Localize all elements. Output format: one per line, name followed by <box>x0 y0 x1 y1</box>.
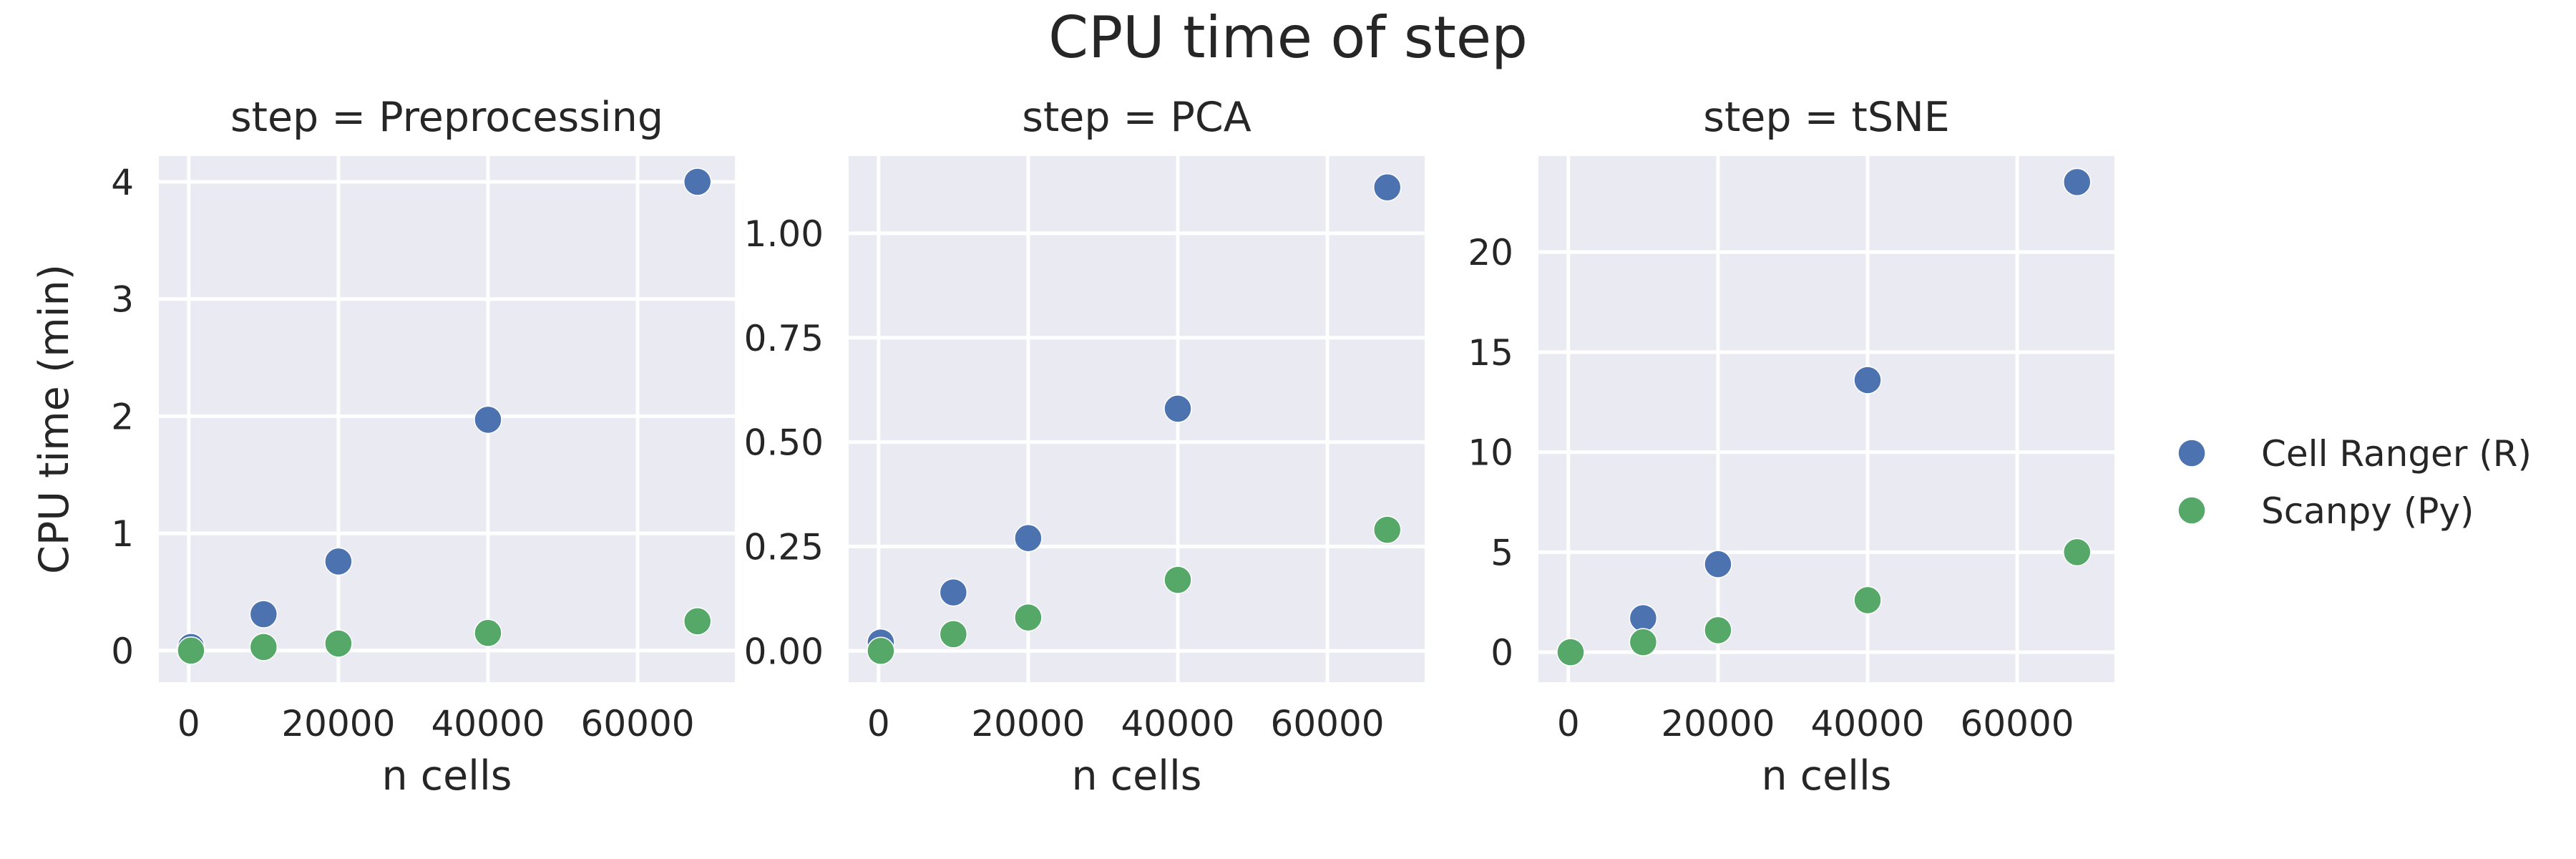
panel-tsne-x-tick-label: 40000 <box>1810 703 1924 744</box>
panel-tsne-x-tick-label: 60000 <box>1961 703 2074 744</box>
data-point <box>1014 603 1043 632</box>
panel-pca-y-tick-label: 0.25 <box>744 526 824 568</box>
panel-pca: 0 20000 40000 60000 0.00 0.25 0.50 0.75 1.00 step… <box>744 94 1425 800</box>
panel-tsne-y-tick-label: 15 <box>1468 332 1513 374</box>
panel-preprocessing-title: step = Preprocessing <box>230 94 663 141</box>
panel-preprocessing-background <box>159 156 735 682</box>
panel-pca-series-scanpy-py <box>867 515 1402 665</box>
panel-preprocessing-x-tick-label: 40000 <box>431 703 545 744</box>
legend-item-scanpy-py: Scanpy (Py) <box>2177 490 2474 532</box>
panel-tsne-series-scanpy-py <box>1556 538 2092 666</box>
data-point <box>1629 628 1658 656</box>
data-point <box>474 405 502 435</box>
data-point <box>1853 586 1882 615</box>
data-point <box>324 629 353 658</box>
legend-label: Cell Ranger (R) <box>2261 433 2532 475</box>
data-point <box>683 607 712 636</box>
panel-tsne-x-tick-label: 20000 <box>1661 703 1775 744</box>
panel-tsne-title: step = tSNE <box>1703 94 1949 141</box>
data-point <box>1853 366 1882 394</box>
panel-tsne-y-tick-label: 10 <box>1468 432 1513 474</box>
panel-tsne-y-tick-label: 0 <box>1491 632 1513 674</box>
data-point <box>1372 515 1402 544</box>
panel-tsne-background <box>1538 156 2114 682</box>
panel-preprocessing-y-tick-label: 4 <box>111 162 134 203</box>
data-point <box>1556 638 1585 666</box>
legend-label: Scanpy (Py) <box>2261 490 2474 532</box>
panel-preprocessing-y-tick-label: 3 <box>111 279 134 321</box>
data-point <box>1014 524 1043 553</box>
panel-tsne-x-tick-label: 0 <box>1557 703 1580 744</box>
data-point <box>867 636 895 665</box>
data-point <box>1629 603 1658 633</box>
legend: Cell Ranger (R) Scanpy (Py) <box>2177 433 2532 532</box>
data-point <box>939 620 968 649</box>
data-point <box>1163 394 1192 423</box>
panel-pca-y-tick-label: 0.75 <box>744 318 824 359</box>
panel-tsne-x-axis-label: n cells <box>1761 752 1891 800</box>
panel-pca-title: step = PCA <box>1022 94 1251 141</box>
panel-preprocessing-series-scanpy-py <box>177 607 712 665</box>
panel-preprocessing-y-tick-label: 0 <box>111 631 134 672</box>
data-point <box>249 633 278 661</box>
legend-item-cell-ranger-r: Cell Ranger (R) <box>2177 433 2532 475</box>
legend-marker <box>2177 496 2206 525</box>
panel-pca-y-tick-label: 0.50 <box>744 422 824 464</box>
panel-pca-x-axis-label: n cells <box>1071 752 1201 800</box>
data-point <box>2062 168 2092 197</box>
data-point <box>249 600 278 629</box>
panel-preprocessing-x-tick-label: 0 <box>177 703 200 744</box>
panel-pca-y-tick-label: 1.00 <box>744 213 824 255</box>
data-point <box>177 636 205 665</box>
panel-tsne-y-tick-label: 5 <box>1491 532 1513 573</box>
data-point <box>1163 566 1192 594</box>
data-point <box>324 547 353 576</box>
panel-tsne-y-tick-label: 20 <box>1468 232 1513 273</box>
panel-preprocessing-y-tick-label: 1 <box>111 513 134 555</box>
panel-tsne: 0 20000 40000 60000 0 5 10 15 20 step = tSNE n cel… <box>1468 94 2114 800</box>
panel-pca-x-tick-label: 40000 <box>1121 703 1234 744</box>
panel-pca-x-tick-label: 0 <box>867 703 890 744</box>
data-point <box>683 168 712 196</box>
data-point <box>1704 616 1732 645</box>
panel-preprocessing-x-tick-label: 20000 <box>281 703 395 744</box>
panel-preprocessing-y-tick-label: 2 <box>111 396 134 437</box>
panel-pca-x-tick-label: 20000 <box>971 703 1085 744</box>
panel-preprocessing-y-axis-label: CPU time (min) <box>31 264 78 574</box>
data-point <box>474 618 502 647</box>
panel-pca-x-tick-label: 60000 <box>1271 703 1385 744</box>
legend-marker <box>2177 439 2206 467</box>
data-point <box>1372 173 1402 202</box>
data-point <box>1704 550 1732 578</box>
figure-title: CPU time of step <box>1048 4 1528 71</box>
panel-pca-y-tick-label: 0.00 <box>744 631 824 672</box>
panel-preprocessing-x-axis-label: n cells <box>381 752 512 800</box>
data-point <box>2062 538 2092 567</box>
panel-preprocessing: 0 20000 40000 60000 0 1 2 3 4 step = Preprocessin… <box>31 94 735 800</box>
data-point <box>939 578 968 607</box>
panel-preprocessing-x-tick-label: 60000 <box>581 703 695 744</box>
